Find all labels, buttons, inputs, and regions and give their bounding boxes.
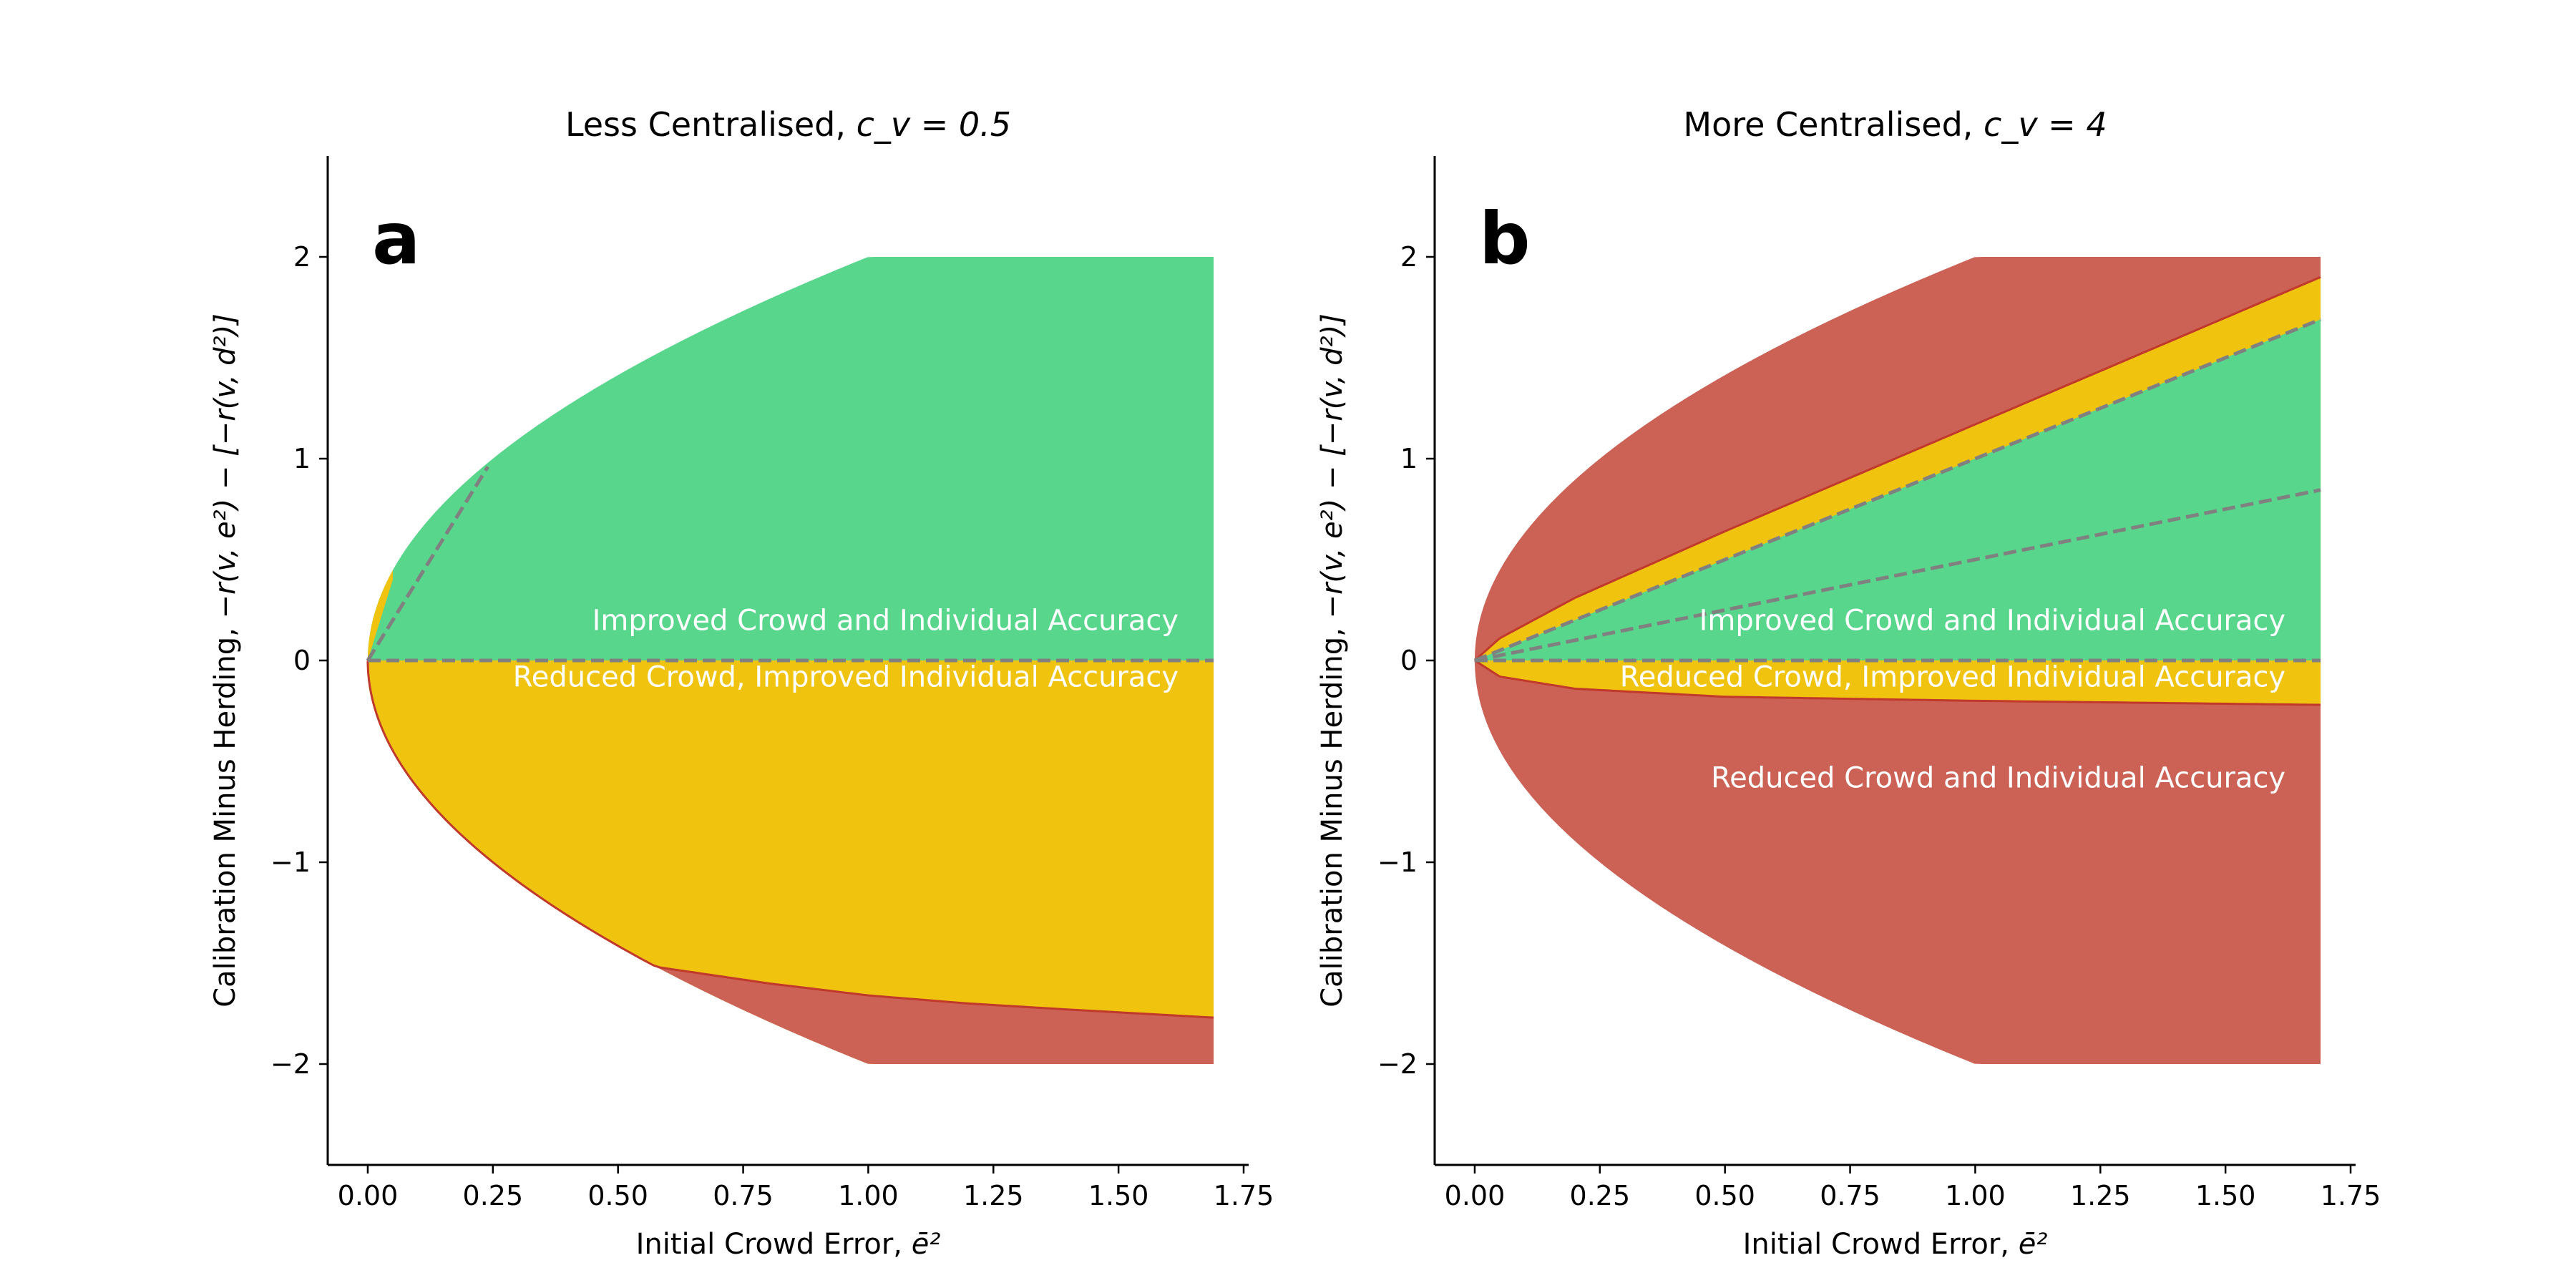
dashed-line-2 [1474, 318, 2321, 663]
x-tick-label: 0.75 [1820, 1180, 1880, 1211]
y-tick-label: −1 [1377, 847, 1418, 878]
x-tick-label: 1.25 [2070, 1180, 2131, 1211]
region-improved-crowd-and-individual [1474, 319, 2321, 660]
region-reduced-crowd-improved-individual [367, 660, 1214, 1064]
x-tick-label: 1.75 [2321, 1180, 2381, 1211]
x-tick-label: 0.00 [1445, 1180, 1506, 1211]
dashed-line-1 [1474, 488, 2321, 663]
panel-b: Improved Crowd and Individual Accuracy Re… [1316, 105, 2381, 1261]
y-tick-label: −2 [270, 1048, 311, 1080]
panel-letter: b [1479, 197, 1531, 280]
y-tick-label: 2 [293, 241, 311, 273]
chart-title: More Centralised, c_v = 4 [1683, 105, 2107, 144]
region-sliver-near-origin [367, 570, 393, 660]
y-tick-label: 2 [1400, 241, 1418, 273]
region-label-1: Reduced Crowd, Improved Individual Accur… [513, 661, 1179, 694]
x-tick-label: 0.25 [1570, 1180, 1631, 1211]
region-reduced-crowd-and-individual [367, 660, 1214, 1064]
region-label-0: Improved Crowd and Individual Accuracy [592, 605, 1179, 638]
dashed-line-1 [366, 465, 489, 662]
y-tick-label: −2 [1377, 1048, 1418, 1080]
chart-title: Less Centralised, c_v = 0.5 [565, 105, 1011, 144]
x-tick-label: 1.50 [2195, 1180, 2256, 1211]
y-tick-label: 1 [1400, 443, 1418, 474]
region-boundary-upper [1473, 275, 2321, 662]
x-axis-label: Initial Crowd Error, ē² [636, 1228, 941, 1261]
y-axis-label: Calibration Minus Herding, −r(v, e²) − [… [1316, 313, 1349, 1008]
x-tick-label: 1.00 [838, 1180, 899, 1211]
panel-a: Improved Crowd and Individual Accuracy Re… [209, 105, 1274, 1261]
region-boundary-lower [1474, 659, 2321, 706]
x-tick-label: 0.50 [1694, 1180, 1755, 1211]
region-label-0: Improved Crowd and Individual Accuracy [1699, 605, 2285, 638]
x-tick-label: 1.50 [1088, 1180, 1149, 1211]
x-tick-label: 0.75 [713, 1180, 774, 1211]
x-axis-label: Initial Crowd Error, ē² [1743, 1228, 2048, 1261]
region-boundary-line [366, 660, 1214, 1019]
x-tick-label: 0.00 [338, 1180, 399, 1211]
x-tick-label: 0.50 [587, 1180, 648, 1211]
region-improved-crowd-and-individual [367, 257, 1214, 660]
x-tick-label: 1.75 [1214, 1180, 1274, 1211]
region-label-2: Reduced Crowd and Individual Accuracy [1711, 762, 2285, 795]
y-tick-label: −1 [270, 847, 311, 878]
y-tick-label: 1 [293, 443, 311, 474]
y-tick-label: 0 [1400, 645, 1418, 676]
region-label-1: Reduced Crowd, Improved Individual Accur… [1620, 661, 2285, 694]
panel-letter: a [372, 197, 420, 280]
x-tick-label: 1.00 [1945, 1180, 2006, 1211]
y-tick-label: 0 [293, 645, 311, 676]
x-tick-label: 1.25 [963, 1180, 1024, 1211]
y-axis-label: Calibration Minus Herding, −r(v, e²) − [… [209, 313, 242, 1008]
x-tick-label: 0.25 [463, 1180, 524, 1211]
